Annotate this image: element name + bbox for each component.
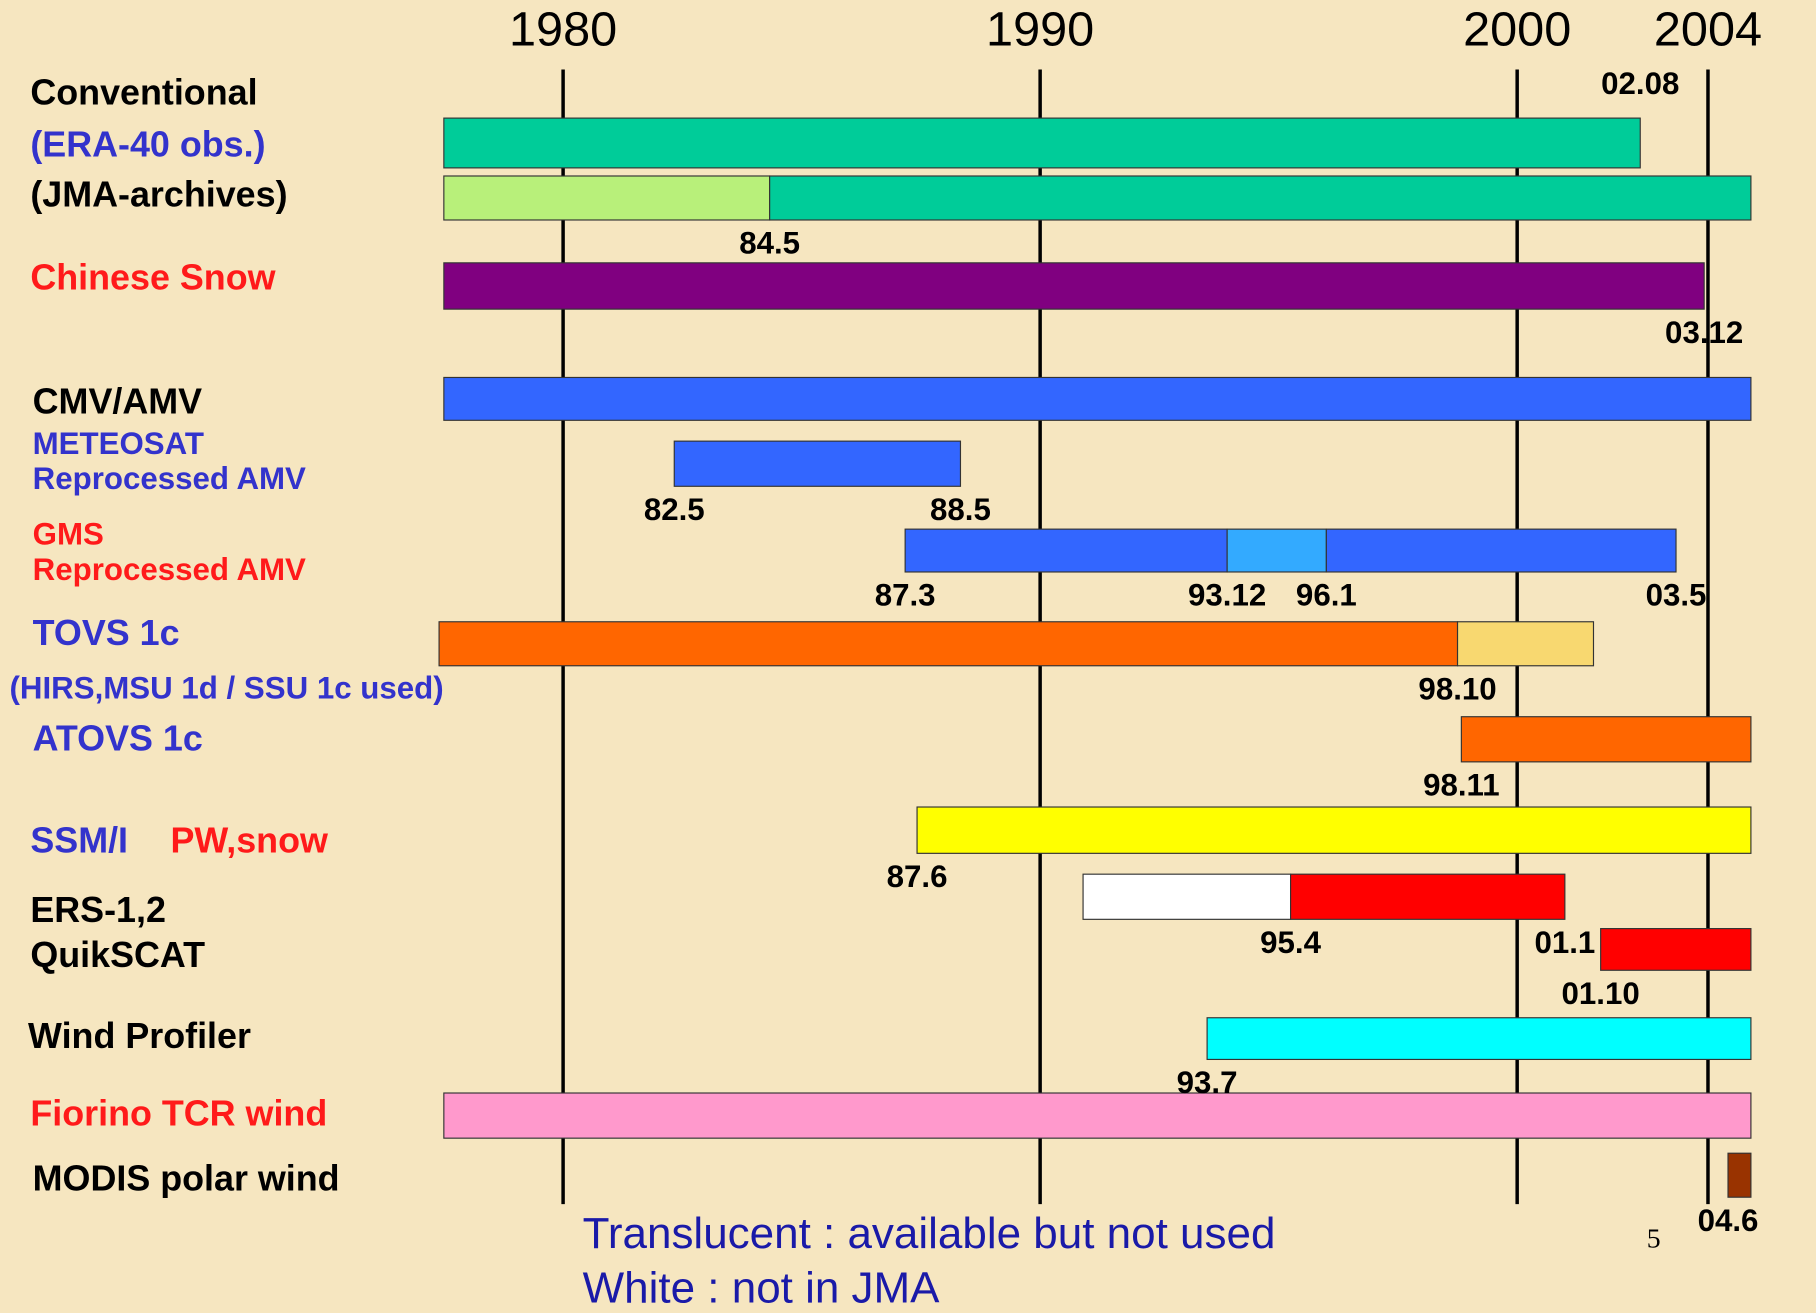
bar-segment — [443, 376, 1752, 421]
bar-segment — [769, 175, 1752, 221]
row-label: Reprocessed AMV — [33, 461, 306, 496]
row-label: SSM/I — [30, 820, 128, 860]
date-label: 03.5 — [1646, 578, 1707, 613]
row-label: (HIRS,MSU 1d / SSU 1c used) — [10, 670, 444, 705]
date-label: 93.12 — [1188, 578, 1266, 613]
x-tick-label: 1980 — [509, 2, 617, 56]
date-label: 95.4 — [1260, 925, 1321, 960]
row-label: TOVS 1c — [33, 613, 180, 653]
bar-segment — [1206, 1017, 1752, 1061]
date-label: 98.10 — [1418, 671, 1496, 706]
row-label: CMV/AMV — [33, 382, 202, 422]
row-label: Wind Profiler — [28, 1016, 251, 1056]
bar-segment — [1600, 928, 1752, 971]
bar-segment — [1082, 873, 1292, 920]
bar-segment — [904, 528, 1228, 573]
row-label: Fiorino TCR wind — [30, 1094, 327, 1134]
row-label: Chinese Snow — [30, 258, 275, 298]
date-label: 01.1 — [1534, 925, 1595, 960]
date-label: 96.1 — [1296, 578, 1357, 613]
x-tick-label: 1990 — [986, 2, 1094, 56]
row-label: Reprocessed AMV — [33, 552, 306, 587]
row-label: QuikSCAT — [30, 935, 205, 975]
date-label: 04.6 — [1698, 1203, 1759, 1238]
date-label: 01.10 — [1562, 976, 1640, 1011]
row-label: (ERA-40 obs.) — [30, 125, 265, 165]
bar-segment — [1456, 621, 1595, 667]
note: Translucent : available but not used — [583, 1209, 1276, 1258]
bars — [438, 117, 1752, 1198]
bar-segment — [443, 175, 771, 221]
date-label: 82.5 — [644, 492, 705, 527]
row-label: (JMA-archives) — [30, 174, 287, 214]
bar-segment — [1727, 1152, 1752, 1198]
row-label: MODIS polar wind — [33, 1158, 340, 1198]
page-number: 5 — [1647, 1224, 1661, 1255]
date-label: 03.12 — [1665, 315, 1743, 350]
date-label: 84.5 — [739, 226, 800, 261]
bar-segment — [1289, 873, 1566, 920]
date-label: 88.5 — [930, 492, 991, 527]
bar-segment — [1226, 528, 1327, 573]
bar-segment — [673, 440, 962, 487]
x-tick-label: 2000 — [1463, 2, 1571, 56]
row-label: ATOVS 1c — [33, 719, 203, 759]
bar-segment — [916, 806, 1752, 854]
row-label: GMS — [33, 516, 104, 551]
bar-segment — [438, 621, 1459, 667]
bar-segment — [1460, 716, 1752, 763]
bar-segment — [443, 262, 1705, 310]
x-tick-label: 2004 — [1654, 2, 1762, 56]
date-label: 87.3 — [875, 578, 936, 613]
bar-segment — [443, 1092, 1752, 1139]
row-label: ERS-1,2 — [30, 890, 166, 930]
date-label: 02.08 — [1601, 66, 1679, 101]
row-label: PW,snow — [170, 820, 328, 860]
row-label: Conventional — [30, 72, 257, 112]
row-label: METEOSAT — [33, 426, 204, 461]
date-label: 98.11 — [1423, 768, 1499, 803]
bar-segment — [1325, 528, 1677, 573]
note: White : not in JMA — [583, 1264, 941, 1313]
date-label: 93.7 — [1177, 1065, 1238, 1100]
bar-segment — [443, 117, 1641, 169]
date-label: 87.6 — [887, 859, 948, 894]
